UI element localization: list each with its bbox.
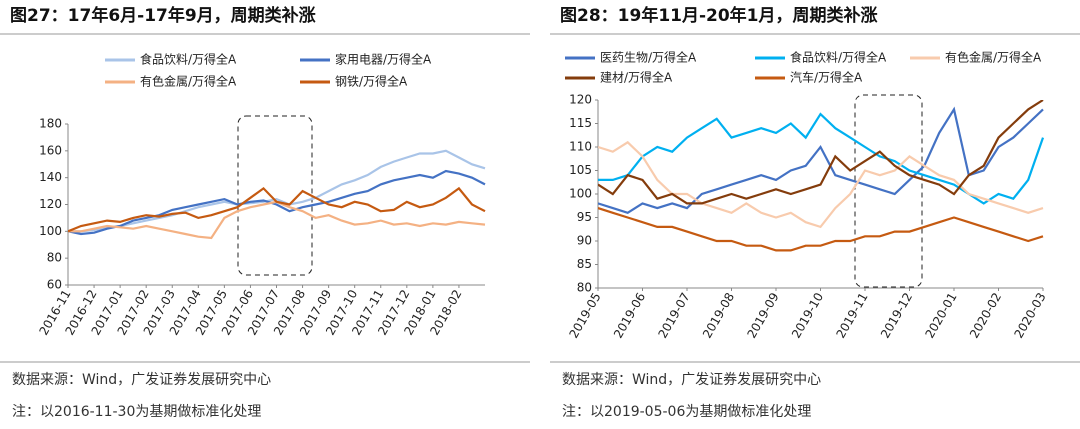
y-tick-label: 80 [47, 251, 62, 265]
legend-label: 钢铁/万得全A [335, 74, 408, 89]
legend-label: 家用电器/万得全A [335, 52, 432, 67]
note: 注：以2016-11-30为基期做标准化处理 [12, 403, 261, 420]
x-tick-label: 2020-01 [922, 290, 959, 340]
y-tick-label: 85 [577, 257, 592, 271]
y-tick-label: 95 [577, 210, 592, 224]
x-tick-label: 2019-10 [789, 290, 826, 340]
y-tick-label: 120 [569, 93, 592, 107]
y-tick-label: 180 [39, 117, 62, 131]
x-tick-label: 2020-02 [967, 290, 1004, 340]
highlight-box [237, 115, 313, 276]
x-tick-label: 2019-07 [655, 290, 692, 340]
y-tick-label: 120 [39, 197, 62, 211]
x-tick-label: 2019-05 [566, 290, 603, 340]
legend-label: 食品饮料/万得全A [140, 52, 237, 67]
legend-label: 建材/万得全A [600, 70, 673, 85]
series-line [598, 112, 1045, 205]
legend-label: 有色金属/万得全A [140, 74, 237, 89]
y-tick-label: 105 [569, 163, 592, 177]
legend-label: 医药生物/万得全A [600, 50, 697, 65]
series-line [68, 149, 486, 233]
x-tick-label: 2019-08 [700, 290, 737, 340]
series-line [598, 100, 1044, 205]
legend-label: 汽车/万得全A [790, 70, 863, 85]
x-tick-label: 2019-06 [611, 290, 648, 340]
y-tick-label: 80 [577, 281, 592, 295]
y-tick-label: 115 [569, 116, 592, 130]
x-tick-label: 2019-09 [744, 290, 781, 340]
chart-title: 图28：19年11月-20年1月，周期类补涨 [560, 5, 878, 26]
legend-label: 有色金属/万得全A [945, 50, 1042, 65]
x-tick-label: 2019-11 [833, 290, 870, 340]
note: 注：以2019-05-06为基期做标准化处理 [562, 403, 811, 420]
y-tick-label: 160 [39, 143, 62, 157]
y-tick-label: 60 [47, 278, 62, 292]
legend-label: 食品饮料/万得全A [790, 50, 887, 65]
x-tick-label: 2019-12 [878, 290, 915, 340]
series-line [68, 169, 486, 236]
x-tick-label: 2020-03 [1011, 290, 1048, 340]
chart-title: 图27：17年6月-17年9月，周期类补涨 [10, 5, 316, 26]
source: 数据来源：Wind，广发证券发展研究中心 [562, 372, 821, 388]
y-tick-label: 100 [569, 187, 592, 201]
y-tick-label: 140 [39, 170, 62, 184]
y-tick-label: 100 [39, 224, 62, 238]
y-tick-label: 90 [577, 234, 592, 248]
source: 数据来源：Wind，广发证券发展研究中心 [12, 372, 271, 388]
series-line [598, 207, 1044, 252]
y-tick-label: 110 [569, 140, 592, 154]
series-line [68, 186, 486, 233]
